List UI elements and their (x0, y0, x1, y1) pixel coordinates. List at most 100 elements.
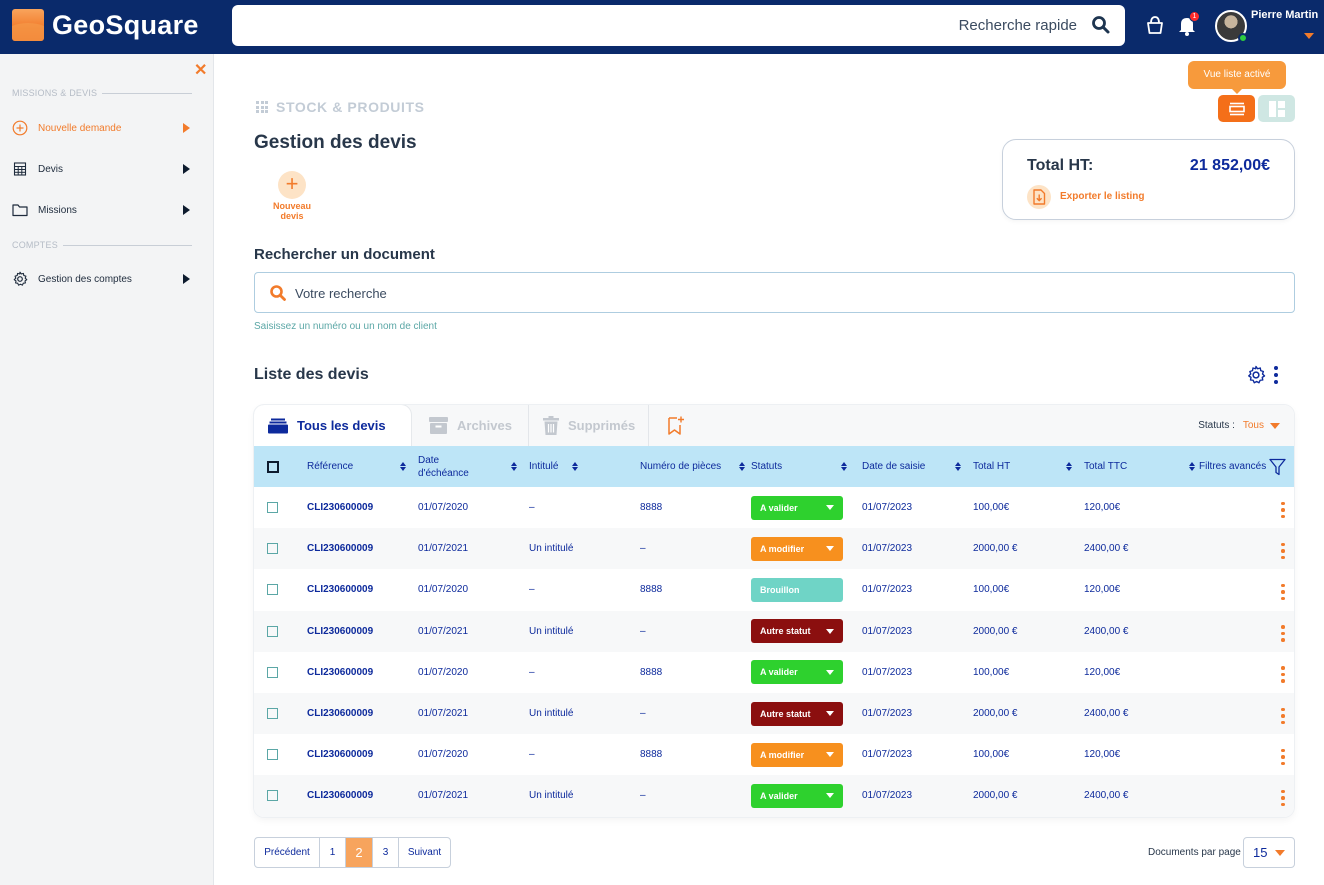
grid-view-icon (1268, 100, 1285, 117)
row-actions-icon[interactable] (1278, 666, 1288, 683)
export-file-icon[interactable] (1027, 185, 1051, 209)
sidebar-item-quotes[interactable]: Devis (12, 159, 190, 179)
cell-title: – (529, 749, 535, 761)
cell-reference[interactable]: CLI230600009 (307, 666, 374, 678)
row-actions-icon[interactable] (1278, 501, 1288, 519)
page-button[interactable]: 3 (373, 838, 399, 867)
notifications-button[interactable]: 1 (1177, 11, 1200, 41)
row-checkbox[interactable] (267, 749, 278, 761)
status-dropdown[interactable]: A modifier (751, 742, 843, 767)
column-header: Numéro de pièces (640, 461, 722, 472)
row-actions-icon[interactable] (1278, 583, 1288, 601)
sidebar-item-label: Nouvelle demande (38, 122, 122, 134)
logo[interactable]: GeoSquare (12, 9, 199, 41)
user-name[interactable]: Pierre Martin (1251, 9, 1319, 21)
row-checkbox[interactable] (267, 584, 278, 596)
close-icon[interactable]: ✕ (194, 62, 208, 79)
sidebar-item-account-management[interactable]: Gestion des comptes (12, 269, 190, 289)
advanced-filters-button[interactable]: Filtres avancés (1195, 458, 1294, 476)
cell-reference[interactable]: CLI230600009 (307, 584, 374, 596)
status-dropdown[interactable]: Brouillon (751, 577, 843, 602)
total-label: Total HT: (1027, 157, 1094, 174)
sort-due-date[interactable]: Date d'échéance (418, 454, 529, 480)
row-actions-icon[interactable] (1278, 542, 1288, 560)
sidebar-item-missions[interactable]: Missions (12, 200, 190, 220)
sidebar-item-new-request[interactable]: Nouvelle demande (12, 118, 190, 138)
page-button-current[interactable]: 2 (346, 838, 373, 867)
settings-gear-icon[interactable] (1246, 365, 1266, 390)
sort-entry-date[interactable]: Date de saisie (862, 460, 973, 473)
sort-reference[interactable]: Référence (307, 460, 418, 473)
row-actions-icon[interactable] (1278, 789, 1288, 807)
table-row[interactable]: CLI230600009 01/07/2020 – 8888 A modifier 01/… (254, 734, 1294, 775)
cell-reference[interactable]: CLI230600009 (307, 749, 374, 761)
row-actions-icon[interactable] (1278, 707, 1288, 725)
tab-archives[interactable]: Archives (429, 405, 512, 446)
table-row[interactable]: CLI230600009 01/07/2021 Un intitulé – A vali… (254, 775, 1294, 817)
sort-parts[interactable]: Numéro de pièces (640, 460, 751, 473)
cell-reference[interactable]: CLI230600009 (307, 502, 374, 514)
bookmark-add-icon[interactable] (667, 416, 685, 441)
sort-total-ht[interactable]: Total HT (973, 460, 1084, 473)
table-row[interactable]: CLI230600009 01/07/2021 Un intitulé – A modi… (254, 528, 1294, 570)
table-row[interactable]: CLI230600009 01/07/2021 Un intitulé – Autre … (254, 610, 1294, 652)
export-listing-link[interactable]: Exporter le listing (1060, 191, 1145, 202)
page-button[interactable]: 1 (320, 838, 346, 867)
cell-due-date: 01/07/2021 (418, 790, 469, 802)
status-filter[interactable]: Statuts : Tous (1198, 420, 1280, 431)
avatar[interactable] (1215, 10, 1247, 42)
status-label: A modifier (760, 543, 805, 554)
new-quote-button[interactable]: + Nouveau devis (270, 171, 314, 221)
quick-search-input[interactable]: Recherche rapide (232, 5, 1125, 46)
table-row[interactable]: CLI230600009 01/07/2020 – 8888 A valider 01/0… (254, 487, 1294, 528)
cell-reference[interactable]: CLI230600009 (307, 790, 374, 802)
status-dropdown[interactable]: A valider (751, 660, 843, 685)
column-header: Date d'échéance (418, 454, 469, 480)
list-view-button[interactable] (1218, 95, 1255, 122)
row-checkbox[interactable] (267, 543, 278, 555)
tab-all-quotes[interactable]: Tous les devis (254, 405, 411, 446)
status-dropdown[interactable]: A valider (751, 495, 843, 520)
cell-reference[interactable]: CLI230600009 (307, 625, 374, 637)
row-actions-icon[interactable] (1278, 625, 1288, 642)
sort-icon (511, 462, 517, 471)
status-dropdown[interactable]: Autre statut (751, 701, 843, 726)
row-checkbox[interactable] (267, 625, 278, 637)
grid-view-button[interactable] (1258, 95, 1295, 122)
document-search-input[interactable] (295, 283, 1195, 303)
sort-total-ttc[interactable]: Total TTC (1084, 460, 1195, 473)
logo-icon (12, 9, 44, 41)
status-dropdown[interactable]: A valider (751, 783, 843, 808)
status-dropdown[interactable]: A modifier (751, 536, 843, 561)
select-all-checkbox[interactable] (267, 460, 279, 473)
row-checkbox[interactable] (267, 707, 278, 719)
tab-deleted[interactable]: Supprimés (543, 405, 635, 446)
row-actions-icon[interactable] (1278, 748, 1288, 766)
cell-reference[interactable]: CLI230600009 (307, 543, 374, 555)
search-icon[interactable] (1091, 15, 1111, 40)
user-menu-caret-icon[interactable] (1304, 33, 1314, 39)
sidebar-item-label: Gestion des comptes (38, 273, 132, 285)
plus-icon: + (278, 171, 306, 199)
apps-grid-icon (256, 101, 268, 113)
plus-circle-icon (12, 120, 28, 136)
sort-title[interactable]: Intitulé (529, 460, 640, 473)
next-page-button[interactable]: Suivant (407, 847, 442, 858)
basket-icon[interactable] (1145, 14, 1165, 41)
table-row[interactable]: CLI230600009 01/07/2021 Un intitulé – Autre … (254, 692, 1294, 735)
sort-status[interactable]: Statuts (751, 460, 862, 473)
table-row[interactable]: CLI230600009 01/07/2020 – 8888 Brouillon 01/0… (254, 569, 1294, 610)
row-checkbox[interactable] (267, 790, 278, 802)
table-row[interactable]: CLI230600009 01/07/2020 – 8888 A valider 01/0… (254, 652, 1294, 693)
more-options-icon[interactable] (1272, 365, 1280, 385)
cell-due-date: 01/07/2020 (418, 502, 469, 514)
status-dropdown[interactable]: Autre statut (751, 619, 843, 644)
breadcrumb-label[interactable]: STOCK & PRODUITS (276, 99, 425, 115)
cell-title: – (529, 502, 535, 514)
row-checkbox[interactable] (267, 502, 278, 514)
cell-reference[interactable]: CLI230600009 (307, 708, 374, 720)
row-checkbox[interactable] (267, 666, 278, 678)
document-search-box[interactable] (254, 272, 1295, 313)
previous-page-button[interactable]: Précédent (255, 838, 320, 867)
per-page-select[interactable]: 15 (1243, 837, 1295, 868)
